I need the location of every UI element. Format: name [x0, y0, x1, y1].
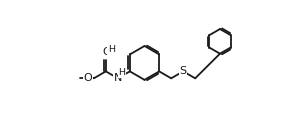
Text: H: H — [108, 45, 115, 54]
Text: N: N — [114, 73, 122, 83]
Text: O: O — [102, 47, 111, 57]
Text: O: O — [84, 73, 92, 83]
Text: S: S — [180, 66, 187, 76]
Text: H: H — [118, 68, 125, 77]
